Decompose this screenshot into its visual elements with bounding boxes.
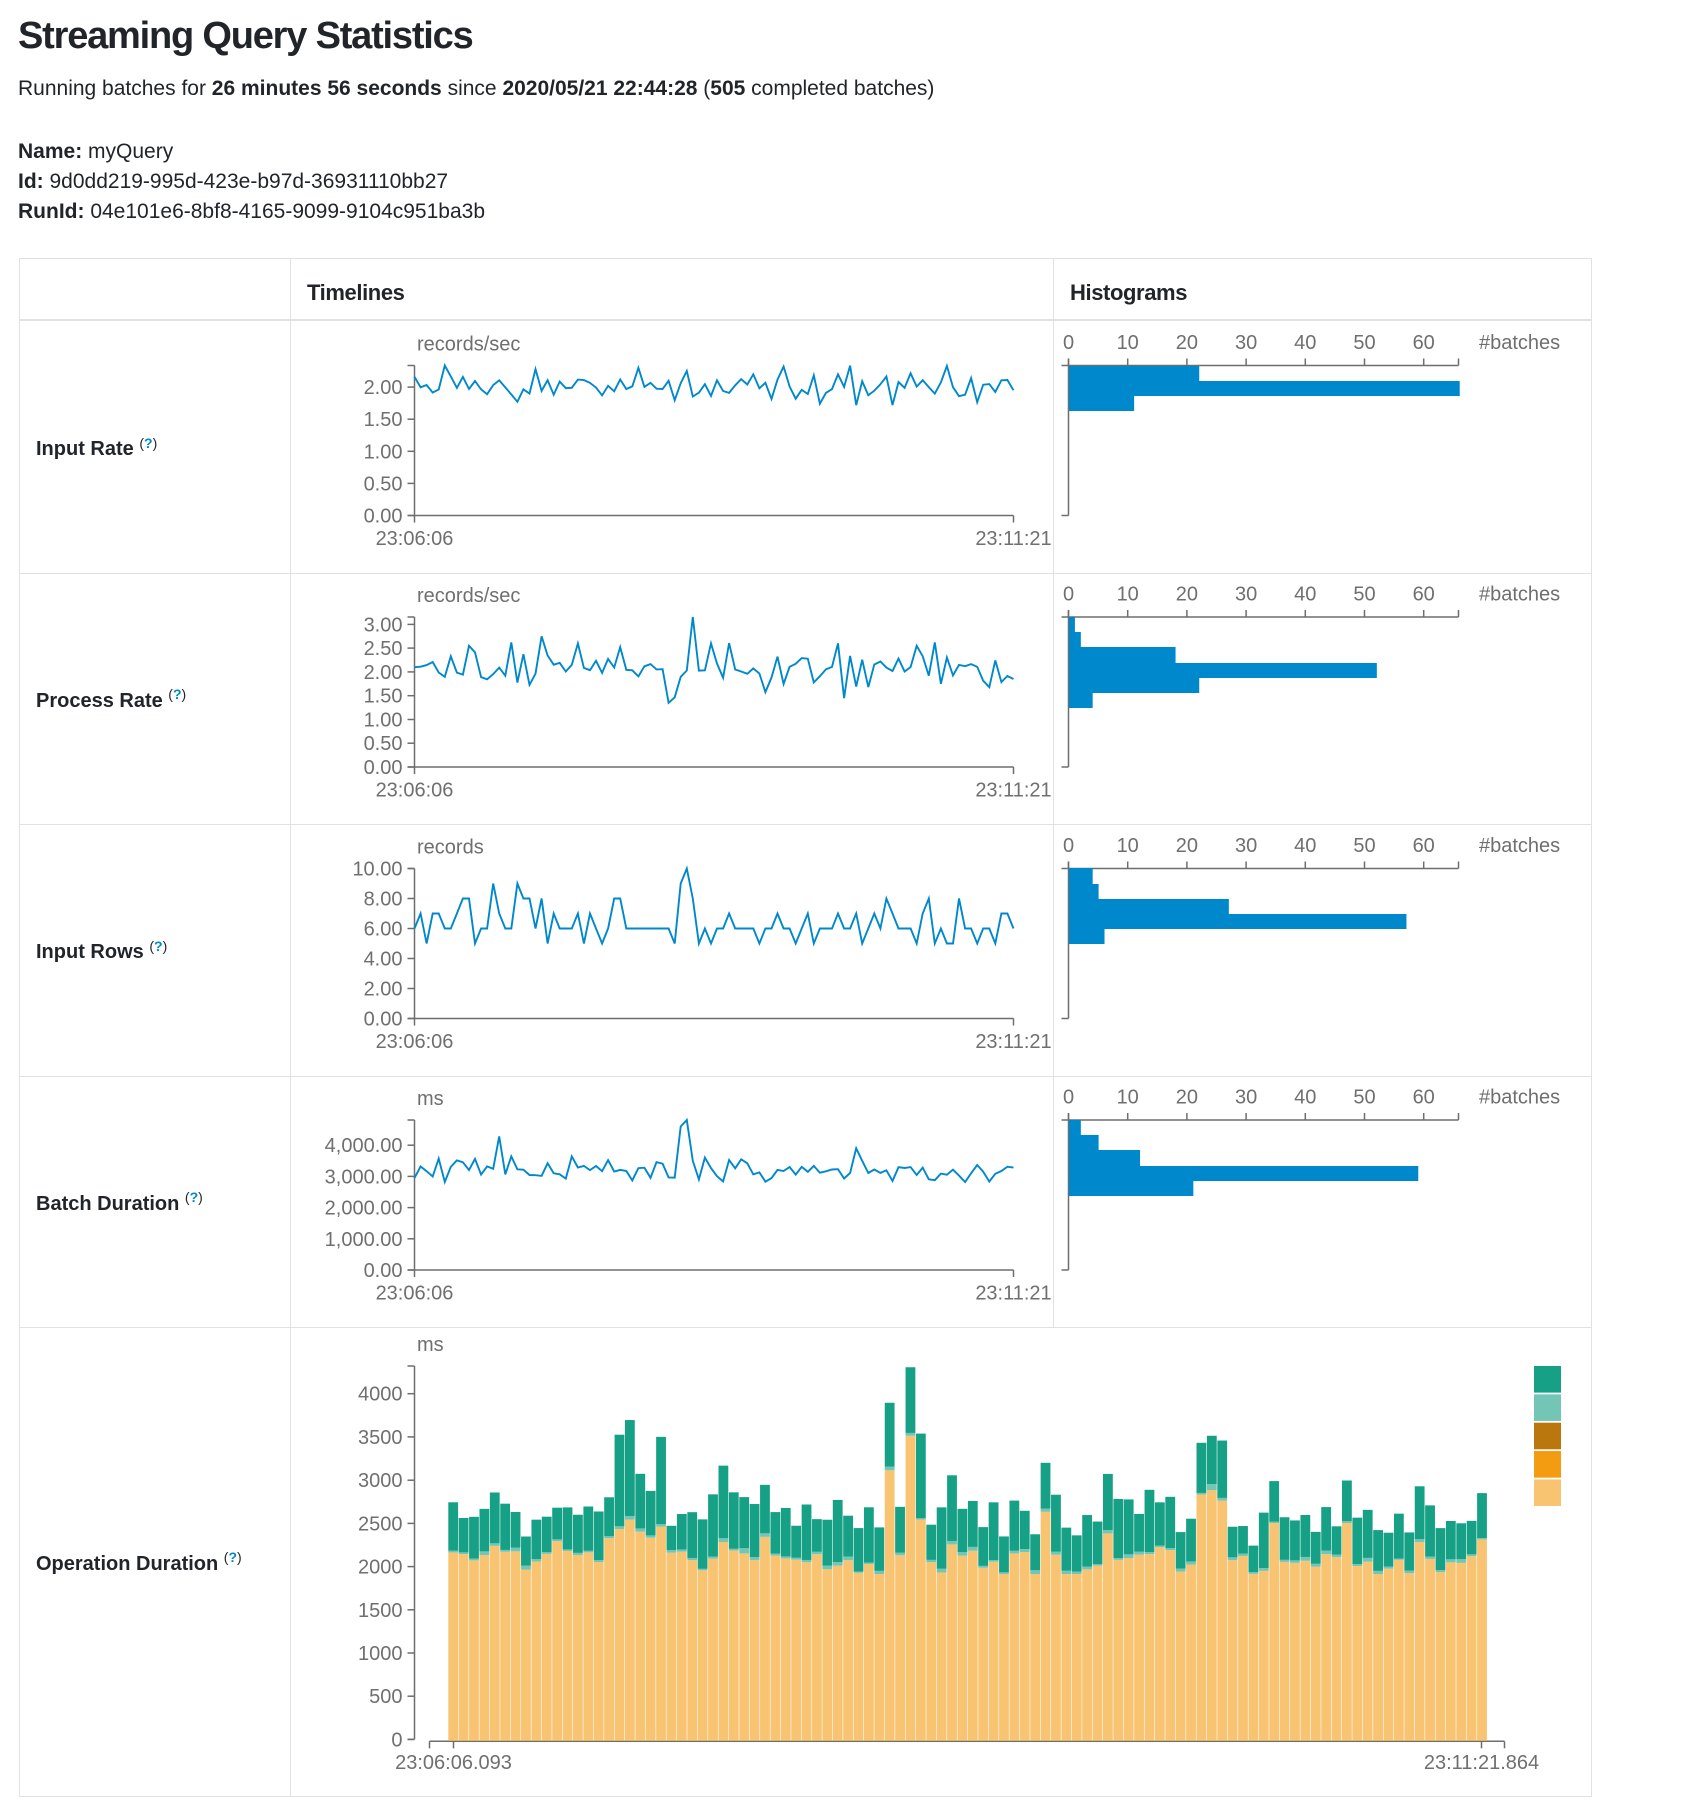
svg-text:1000: 1000 xyxy=(358,1643,403,1665)
svg-text:23:11:21: 23:11:21 xyxy=(975,1031,1051,1053)
svg-text:20: 20 xyxy=(1176,584,1198,606)
svg-text:30: 30 xyxy=(1235,332,1257,354)
svg-text:1.50: 1.50 xyxy=(364,409,403,431)
svg-text:10: 10 xyxy=(1117,332,1139,354)
svg-text:0: 0 xyxy=(1063,835,1074,857)
svg-text:60: 60 xyxy=(1413,1087,1435,1109)
svg-text:500: 500 xyxy=(369,1686,402,1708)
svg-text:#batches: #batches xyxy=(1479,584,1560,606)
svg-text:23:06:06.093: 23:06:06.093 xyxy=(395,1752,512,1774)
svg-text:1,000.00: 1,000.00 xyxy=(325,1229,403,1251)
svg-text:4,000.00: 4,000.00 xyxy=(325,1135,403,1157)
svg-text:0: 0 xyxy=(1063,1087,1074,1109)
svg-text:30: 30 xyxy=(1235,1087,1257,1109)
svg-text:3500: 3500 xyxy=(358,1427,403,1449)
svg-text:#batches: #batches xyxy=(1479,835,1560,857)
svg-text:10: 10 xyxy=(1117,835,1139,857)
svg-text:1500: 1500 xyxy=(358,1600,403,1622)
svg-text:23:06:06: 23:06:06 xyxy=(376,528,454,550)
svg-text:0: 0 xyxy=(391,1729,402,1751)
svg-text:2,000.00: 2,000.00 xyxy=(325,1198,403,1220)
svg-text:10: 10 xyxy=(1117,584,1139,606)
svg-text:40: 40 xyxy=(1294,332,1316,354)
svg-text:2500: 2500 xyxy=(358,1513,403,1535)
svg-text:3,000.00: 3,000.00 xyxy=(325,1166,403,1188)
svg-text:0.00: 0.00 xyxy=(364,757,403,779)
svg-text:1.50: 1.50 xyxy=(364,686,403,708)
svg-text:2.00: 2.00 xyxy=(364,979,403,1001)
svg-text:50: 50 xyxy=(1353,584,1375,606)
svg-text:2000: 2000 xyxy=(358,1557,403,1579)
svg-text:0: 0 xyxy=(1063,584,1074,606)
svg-text:records/sec: records/sec xyxy=(417,333,520,355)
svg-text:50: 50 xyxy=(1353,835,1375,857)
svg-text:0.00: 0.00 xyxy=(364,1009,403,1031)
svg-text:60: 60 xyxy=(1413,835,1435,857)
svg-text:30: 30 xyxy=(1235,835,1257,857)
svg-text:23:06:06: 23:06:06 xyxy=(376,1031,454,1053)
svg-text:3.00: 3.00 xyxy=(364,614,403,636)
svg-text:ms: ms xyxy=(417,1334,444,1356)
svg-text:3000: 3000 xyxy=(358,1470,403,1492)
svg-text:40: 40 xyxy=(1294,835,1316,857)
svg-text:40: 40 xyxy=(1294,1087,1316,1109)
svg-text:23:11:21: 23:11:21 xyxy=(975,780,1051,802)
svg-text:23:06:06: 23:06:06 xyxy=(376,780,454,802)
svg-text:records: records xyxy=(417,836,484,858)
svg-text:20: 20 xyxy=(1176,332,1198,354)
svg-text:0.00: 0.00 xyxy=(364,1260,403,1282)
svg-text:50: 50 xyxy=(1353,332,1375,354)
svg-text:0.00: 0.00 xyxy=(364,506,403,528)
svg-text:20: 20 xyxy=(1176,835,1198,857)
svg-text:#batches: #batches xyxy=(1479,1087,1560,1109)
svg-text:1.00: 1.00 xyxy=(364,710,403,732)
svg-text:10: 10 xyxy=(1117,1087,1139,1109)
svg-text:50: 50 xyxy=(1353,1087,1375,1109)
svg-text:4000: 4000 xyxy=(358,1384,403,1406)
svg-text:8.00: 8.00 xyxy=(364,889,403,911)
svg-text:0.50: 0.50 xyxy=(364,733,403,755)
svg-text:4.00: 4.00 xyxy=(364,949,403,971)
svg-text:23:11:21: 23:11:21 xyxy=(975,1283,1051,1305)
svg-text:6.00: 6.00 xyxy=(364,919,403,941)
svg-text:60: 60 xyxy=(1413,584,1435,606)
svg-text:10.00: 10.00 xyxy=(352,859,402,881)
svg-text:1.00: 1.00 xyxy=(364,441,403,463)
svg-text:40: 40 xyxy=(1294,584,1316,606)
svg-text:2.50: 2.50 xyxy=(364,638,403,660)
svg-text:23:06:06: 23:06:06 xyxy=(376,1283,454,1305)
svg-text:23:11:21: 23:11:21 xyxy=(975,528,1051,550)
svg-text:0.50: 0.50 xyxy=(364,473,403,495)
svg-text:records/sec: records/sec xyxy=(417,585,520,607)
svg-text:30: 30 xyxy=(1235,584,1257,606)
svg-text:ms: ms xyxy=(417,1088,444,1110)
svg-text:20: 20 xyxy=(1176,1087,1198,1109)
svg-text:60: 60 xyxy=(1413,332,1435,354)
svg-text:#batches: #batches xyxy=(1479,332,1560,354)
svg-text:0: 0 xyxy=(1063,332,1074,354)
svg-text:2.00: 2.00 xyxy=(364,377,403,399)
svg-text:2.00: 2.00 xyxy=(364,662,403,684)
svg-text:23:11:21.864: 23:11:21.864 xyxy=(1424,1752,1539,1774)
